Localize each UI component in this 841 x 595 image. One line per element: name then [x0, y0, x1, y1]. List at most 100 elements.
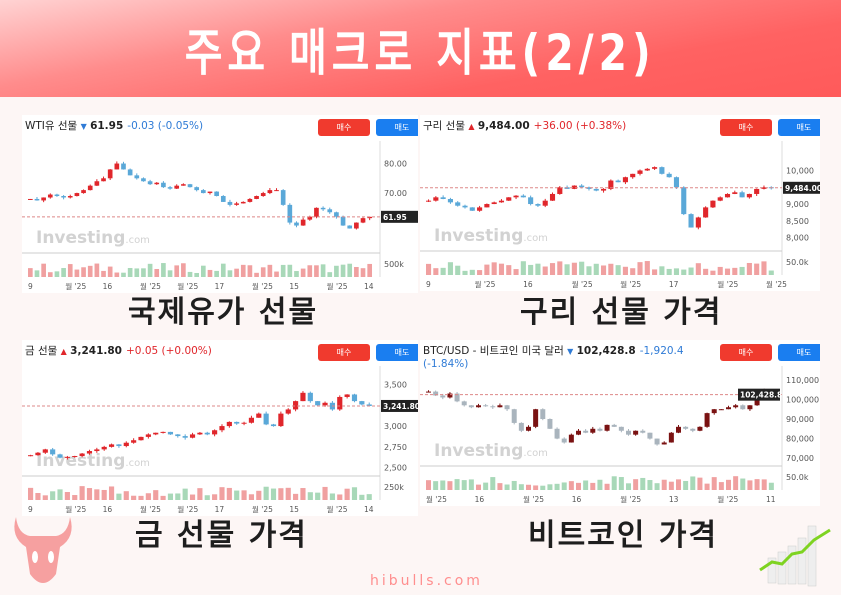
volume-bar: [604, 483, 610, 490]
volume-bar: [761, 261, 767, 275]
candle: [260, 193, 266, 197]
volume-bar: [676, 479, 681, 490]
candle: [81, 190, 86, 194]
price-change: +36.00: [533, 120, 573, 132]
candle: [601, 188, 607, 191]
candle: [354, 222, 359, 229]
volume-bar: [226, 487, 232, 500]
sell-button[interactable]: 매도: [778, 119, 820, 136]
volume-bar: [564, 264, 570, 275]
candle: [219, 426, 225, 431]
candle: [86, 451, 93, 454]
candle: [340, 216, 346, 226]
volume-bar: [535, 263, 541, 275]
volume-bar: [455, 265, 461, 275]
candle: [167, 187, 173, 189]
candle: [476, 405, 481, 408]
volume-bar: [366, 494, 372, 500]
volume-bar: [426, 263, 432, 275]
candle: [347, 225, 353, 229]
candle: [101, 446, 107, 450]
volume-bar: [740, 478, 746, 490]
sell-button[interactable]: 매도: [778, 344, 820, 361]
candle: [739, 192, 745, 198]
candle: [227, 201, 233, 205]
candle: [604, 424, 610, 431]
volume-bar: [754, 479, 760, 490]
candlestick-chart: Investing.com 110,000 100,000 90,000 80,000 7…: [420, 366, 819, 504]
candle: [300, 392, 306, 402]
buy-button[interactable]: 매수: [318, 119, 370, 136]
candle: [568, 434, 574, 443]
buy-button[interactable]: 매수: [720, 344, 772, 361]
candle: [274, 190, 279, 192]
volume-bar: [426, 480, 431, 490]
candle: [344, 394, 350, 397]
candle: [640, 430, 646, 433]
volume-bar: [597, 479, 603, 490]
candle: [28, 455, 34, 457]
candle: [440, 395, 446, 398]
volume-bar: [108, 486, 115, 500]
buy-button[interactable]: 매수: [720, 119, 772, 136]
volume-bar: [204, 495, 210, 500]
candle: [618, 426, 624, 431]
volume-bar: [270, 488, 277, 500]
volume-bar: [72, 495, 78, 500]
volume-bar: [661, 479, 667, 490]
y-tick-label: 70.00: [384, 189, 407, 198]
candle: [145, 434, 151, 437]
volume-bar: [74, 269, 80, 277]
volume-bar: [440, 480, 446, 490]
x-tick-label: 월 '25: [252, 504, 273, 514]
candle: [47, 194, 53, 198]
volume-bar: [181, 263, 186, 277]
volume-bar: [526, 484, 531, 490]
candle: [204, 432, 210, 435]
candle: [626, 430, 631, 435]
volume-bar: [116, 493, 122, 500]
x-tick-label: 월 '25: [717, 494, 738, 504]
candle: [175, 434, 181, 437]
volume-bar: [615, 265, 621, 275]
buy-button[interactable]: 매수: [318, 344, 370, 361]
instrument-title: WTI유 선물 ▼ 61.95 -0.03 (-0.05%): [25, 120, 203, 133]
candle: [652, 167, 658, 169]
sell-button[interactable]: 매도: [376, 344, 418, 361]
candle: [114, 163, 120, 170]
volume-bar: [461, 480, 467, 490]
candle: [506, 197, 512, 201]
candle: [201, 190, 206, 194]
volume-bar: [28, 268, 33, 277]
volume-bar: [307, 492, 313, 500]
candle: [270, 424, 277, 427]
candle: [67, 196, 73, 198]
volume-bar: [278, 488, 284, 500]
volume-bar: [248, 494, 255, 500]
candle: [754, 188, 760, 194]
volume-bar: [703, 268, 709, 275]
volume-bar: [690, 476, 696, 490]
volume-bar: [174, 265, 180, 277]
candle: [426, 200, 432, 202]
volume-bar: [114, 272, 120, 277]
volume-bar: [34, 270, 40, 277]
volume-bar: [320, 264, 326, 277]
volume-bar: [79, 486, 85, 500]
volume-bar: [141, 268, 146, 277]
candle: [241, 422, 247, 424]
candle: [147, 181, 153, 185]
sell-button[interactable]: 매도: [376, 119, 418, 136]
volume-bar: [254, 272, 259, 277]
price-change: +0.05: [126, 345, 159, 357]
candle: [732, 192, 738, 194]
candle: [637, 170, 643, 174]
price-tag: [381, 399, 418, 412]
x-tick-label: 월 '25: [523, 494, 544, 504]
volume-bar: [147, 263, 153, 277]
volume-bar: [695, 263, 701, 275]
volume-bar: [241, 490, 247, 500]
candle: [710, 200, 716, 208]
x-tick-label: 16: [103, 505, 113, 514]
y-tick-label: 70,000: [786, 454, 814, 463]
